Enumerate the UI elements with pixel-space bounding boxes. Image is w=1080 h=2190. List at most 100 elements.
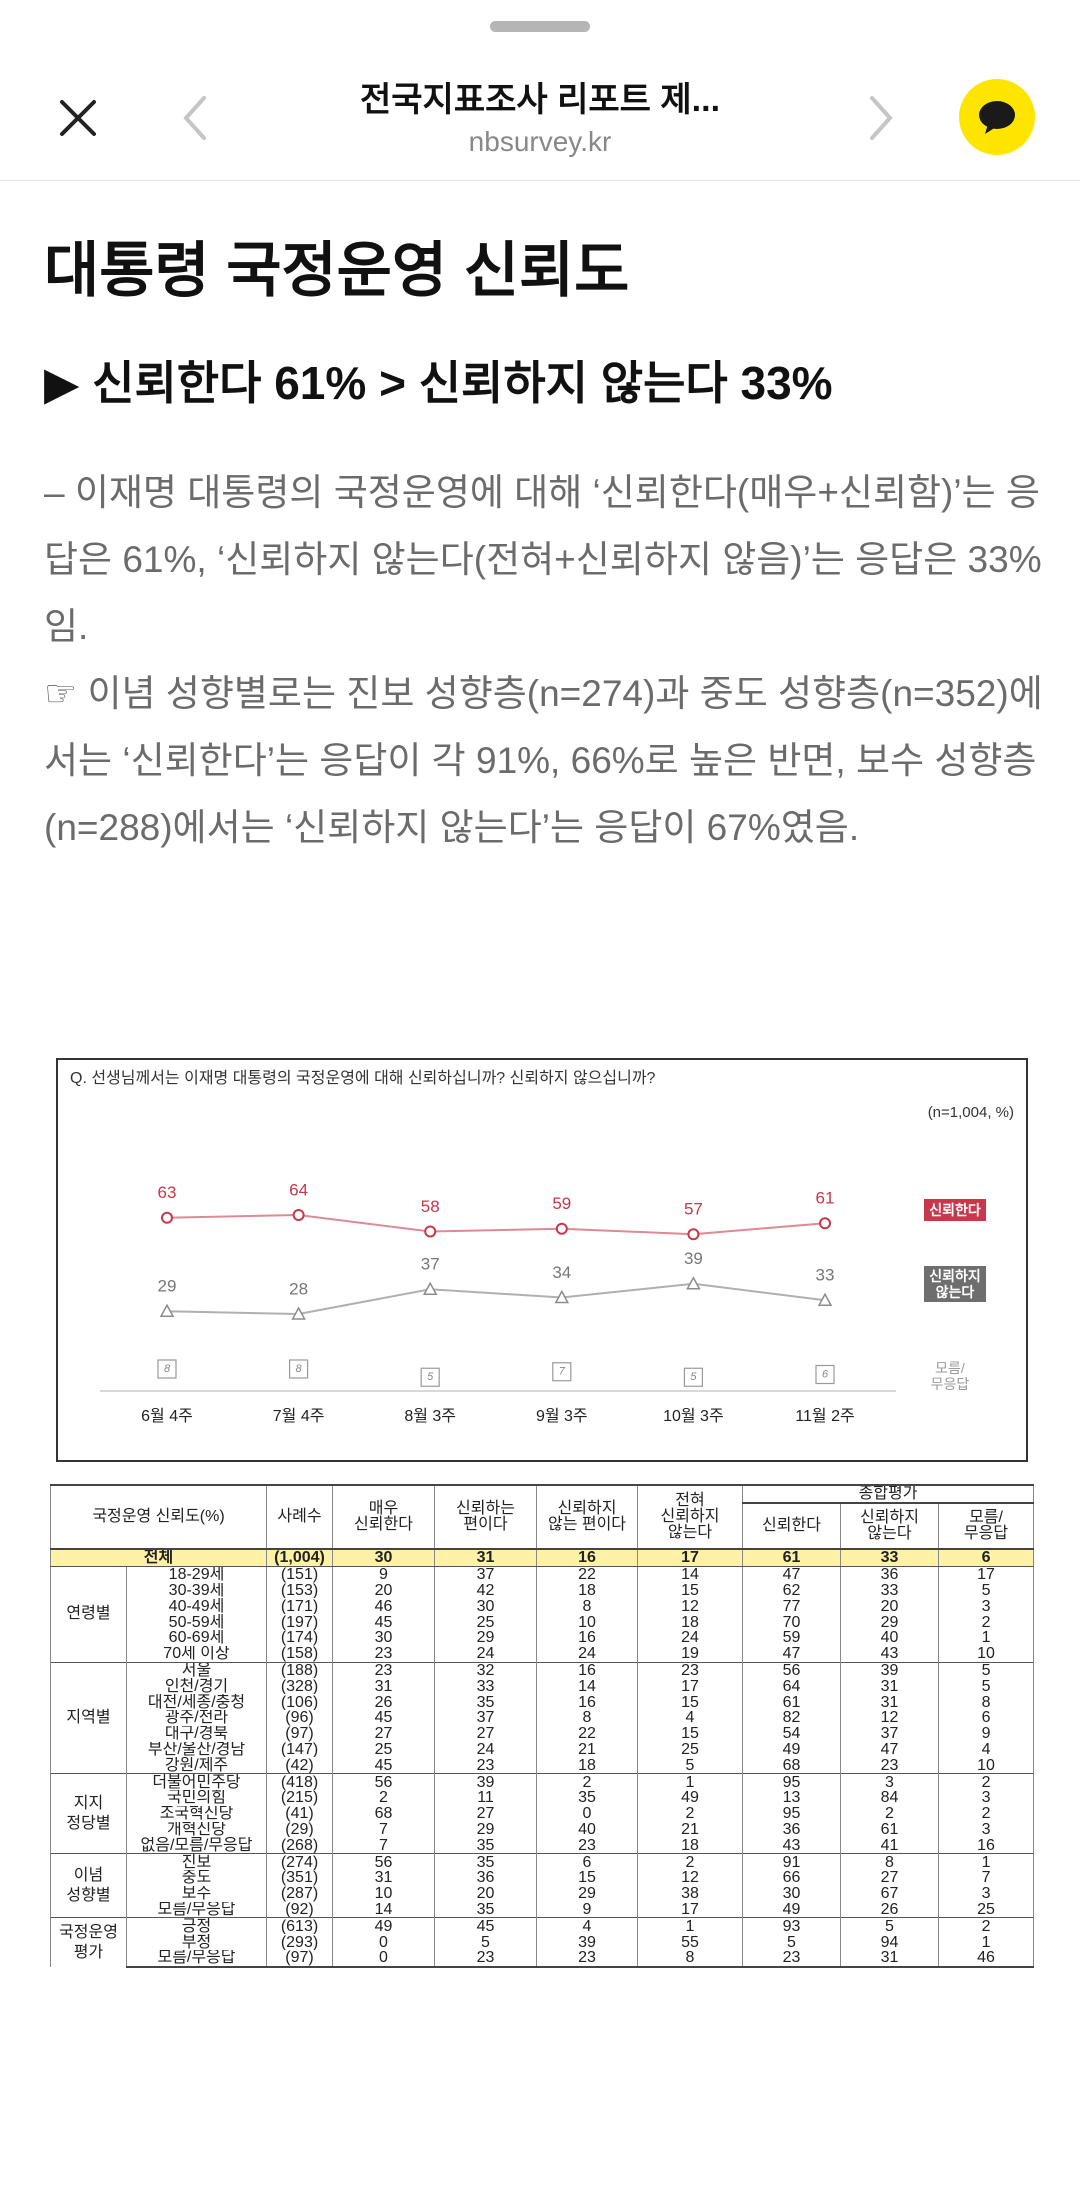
cell-value: 5	[937, 1661, 1035, 1679]
row-label: 30-39세	[126, 1582, 267, 1599]
x-tick-label: 7월 4주	[273, 1407, 325, 1425]
cell-value: 56	[332, 1853, 435, 1870]
cell-value: 27	[840, 1869, 939, 1886]
header-cell: 사례수	[266, 1484, 333, 1550]
close-button[interactable]	[36, 76, 120, 160]
cell-value: 6	[937, 1549, 1035, 1567]
cell-value: 5	[937, 1678, 1035, 1695]
row-count: (97)	[266, 1949, 333, 1968]
series-line	[166, 1213, 826, 1236]
sheet-handle	[490, 21, 590, 32]
table-row: 60-69세 (174) 30 29 16 24 59 40 1	[51, 1629, 1035, 1646]
row-count: (106)	[266, 1694, 333, 1710]
data-label: 34	[552, 1263, 571, 1282]
article-heading: 대통령 국정운영 신뢰도	[44, 237, 630, 304]
cell-value: 25	[937, 1901, 1035, 1918]
cell-value: 22	[536, 1565, 638, 1583]
kakao-button[interactable]	[958, 78, 1036, 156]
cell-value: 45	[332, 1709, 435, 1726]
cell-value: 54	[742, 1725, 841, 1742]
point	[292, 1209, 305, 1221]
data-label: 37	[421, 1255, 440, 1274]
row-label: 개혁신당	[126, 1821, 267, 1838]
row-count: (293)	[266, 1934, 333, 1950]
cell-value: 11	[434, 1789, 537, 1806]
cell-value: 23	[742, 1949, 841, 1968]
cell-value: 31	[332, 1869, 435, 1886]
row-count: (42)	[266, 1757, 333, 1774]
cell-value: 94	[840, 1934, 939, 1950]
row-count: (171)	[266, 1598, 333, 1615]
cell-value: 66	[742, 1869, 841, 1886]
cell-value: 38	[637, 1885, 743, 1902]
point-box	[552, 1362, 572, 1382]
forward-button[interactable]	[856, 86, 906, 150]
cell-value: 29	[536, 1885, 638, 1902]
cell-value: 15	[637, 1694, 743, 1710]
point-box	[815, 1364, 835, 1385]
row-label: 모름/무응답	[126, 1949, 267, 1968]
row-label: 조국혁신당	[126, 1805, 267, 1822]
group-label: 지역별	[50, 1661, 127, 1774]
cell-value: 20	[840, 1598, 939, 1615]
cell-value: 23	[536, 1949, 638, 1968]
cell-value: 95	[742, 1805, 841, 1822]
cell-value: 61	[742, 1549, 841, 1567]
cell-value: 23	[332, 1661, 435, 1679]
row-label: 광주/전라	[126, 1709, 267, 1726]
cell-value: 10	[937, 1645, 1035, 1663]
cell-value: 47	[742, 1645, 841, 1663]
header-cell: 신뢰하지 않는다	[840, 1502, 939, 1550]
x-tick-label: 6월 4주	[141, 1407, 193, 1425]
cell-value: 45	[332, 1757, 435, 1774]
cell-value: 39	[434, 1773, 537, 1790]
cell-value: 68	[742, 1757, 841, 1774]
data-label: 58	[421, 1197, 440, 1216]
cell-value: 26	[840, 1901, 939, 1918]
table-row: 모름/무응답 (92) 14 35 9 17 49 26 25	[51, 1901, 1035, 1918]
data-label: 63	[158, 1183, 177, 1202]
cell-value: 36	[840, 1565, 939, 1583]
group-label: 이념 성향별	[50, 1853, 127, 1918]
cell-value: 12	[637, 1869, 743, 1886]
row-count: (158)	[266, 1645, 333, 1663]
row-count: (92)	[266, 1901, 333, 1918]
point-box	[420, 1367, 440, 1387]
cell-value: 3	[937, 1821, 1035, 1838]
table-row: 이념 성향별 진보 (274) 56 35 6 2 91 8 1	[50, 1853, 1035, 1918]
cell-value: 23	[637, 1661, 743, 1679]
cell-value: 40	[840, 1629, 939, 1646]
back-button[interactable]	[170, 86, 220, 150]
cell-value: 36	[434, 1869, 537, 1886]
cell-value: 7	[937, 1869, 1035, 1886]
cell-value: 12	[840, 1709, 939, 1726]
table-row: 인천/경기 (328) 31 33 14 17 64 31 5	[51, 1678, 1035, 1695]
cell-value: 35	[434, 1901, 537, 1918]
row-label: 대전/세종/충청	[126, 1694, 267, 1710]
cell-value: 4	[637, 1709, 743, 1726]
cell-value: 25	[332, 1741, 435, 1758]
cell-value: 14	[536, 1678, 638, 1695]
cell-value: 62	[742, 1582, 841, 1599]
cell-value: 24	[434, 1645, 537, 1663]
cell-value: 3	[937, 1789, 1035, 1806]
cell-value: 49	[742, 1901, 841, 1918]
cell-value: 82	[742, 1709, 841, 1726]
cell-value: 16	[536, 1694, 638, 1710]
header-cell: 전혀 신뢰하지 않는다	[637, 1484, 743, 1550]
cell-value: 41	[840, 1837, 939, 1854]
cell-value: 14	[332, 1901, 435, 1918]
row-label: 40-49세	[126, 1598, 267, 1615]
cell-value: 16	[536, 1661, 638, 1679]
row-label: 인천/경기	[126, 1678, 267, 1695]
row-count: (188)	[266, 1661, 333, 1679]
group-label: 연령별	[50, 1565, 127, 1663]
table-body: 전체 (1,004) 30 31 16 17 61 33 6 연령별 18-29세 (151) 9 37 2…	[50, 1549, 1035, 1968]
cell-value: 27	[332, 1725, 435, 1742]
cell-value: 42	[434, 1582, 537, 1599]
cell-value: 1	[937, 1853, 1035, 1870]
row-count: (174)	[266, 1629, 333, 1646]
cell-value: 32	[434, 1661, 537, 1679]
cell-value: 33	[434, 1678, 537, 1695]
legend-label: 신뢰한다	[929, 1202, 981, 1218]
